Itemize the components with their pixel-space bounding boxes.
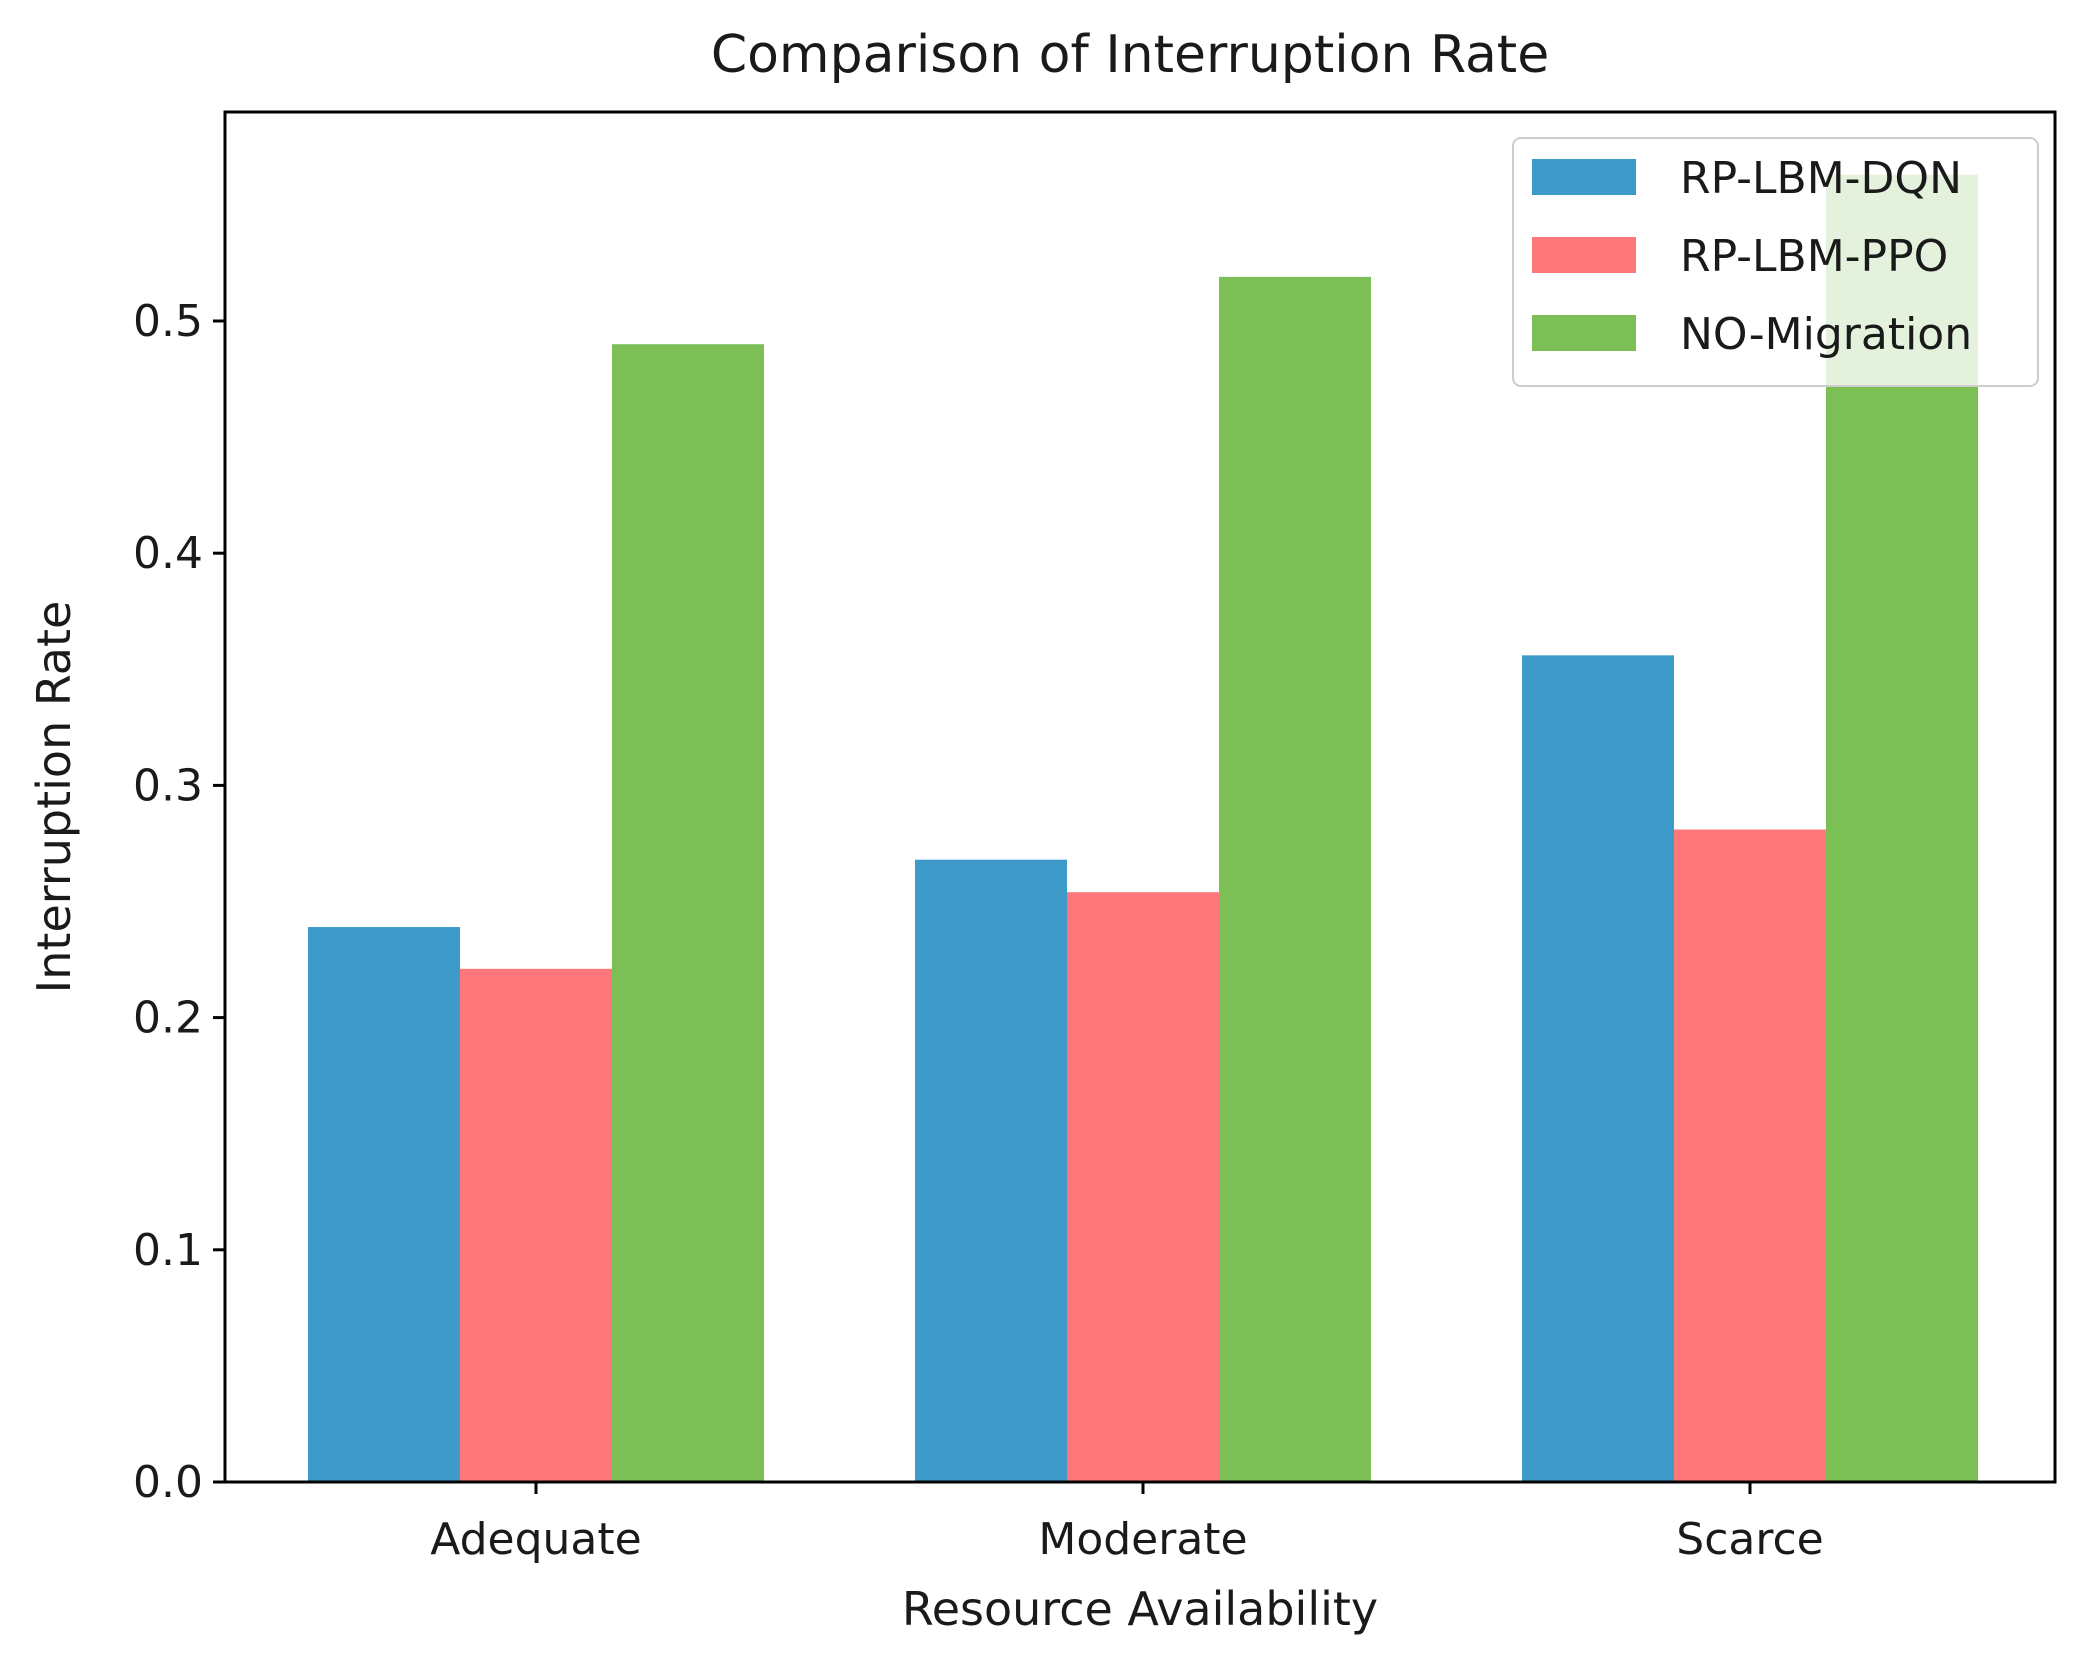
bar-no-migration-adequate	[612, 344, 764, 1483]
legend-swatch-no-migration	[1532, 315, 1636, 351]
chart-title: Comparison of Interruption Rate	[711, 25, 1549, 85]
x-tick-label-adequate: Adequate	[430, 1514, 641, 1565]
y-tick-label: 0.4	[133, 528, 203, 579]
bar-rp-lbm-dqn-scarce	[1522, 655, 1674, 1482]
y-axis-label: Interruption Rate	[27, 601, 81, 994]
x-tick-label-scarce: Scarce	[1676, 1514, 1823, 1565]
legend-items: RP-LBM-DQN RP-LBM-PPO NO-Migration	[1532, 153, 1972, 360]
bar-rp-lbm-ppo-scarce	[1674, 829, 1826, 1482]
bar-no-migration-scarce	[1826, 174, 1978, 1482]
y-tick-label: 0.5	[133, 296, 203, 347]
bar-no-migration-moderate	[1219, 276, 1371, 1483]
y-tick-label: 0.3	[133, 760, 203, 811]
y-tick-label: 0.2	[133, 993, 203, 1044]
y-tick-label: 0.1	[133, 1225, 203, 1276]
legend-label-rp-lbm-ppo: RP-LBM-PPO	[1680, 231, 1948, 282]
legend: RP-LBM-DQN RP-LBM-PPO NO-Migration	[1512, 137, 2039, 387]
legend-box	[1512, 137, 2039, 387]
bar-rp-lbm-dqn-adequate	[308, 927, 460, 1482]
x-axis-label: Resource Availability	[902, 1582, 1378, 1636]
y-axis-ticks: 0.0 0.1 0.2 0.3 0.4 0.5	[133, 296, 225, 1508]
bar-rp-lbm-ppo-moderate	[1067, 892, 1219, 1482]
x-tick-label-moderate: Moderate	[1038, 1514, 1247, 1565]
legend-label-no-migration: NO-Migration	[1680, 309, 1972, 360]
plot-frame	[223, 110, 2057, 1484]
bar-rp-lbm-dqn-moderate	[915, 859, 1067, 1482]
x-axis-ticks: Adequate Moderate Scarce	[430, 1482, 1824, 1565]
legend-label-rp-lbm-dqn: RP-LBM-DQN	[1680, 153, 1962, 204]
bar-rp-lbm-ppo-adequate	[460, 968, 612, 1482]
legend-swatch-rp-lbm-ppo	[1532, 237, 1636, 273]
legend-swatch-rp-lbm-dqn	[1532, 159, 1636, 195]
bar-group	[308, 174, 1978, 1483]
y-tick-label: 0.0	[133, 1457, 203, 1508]
